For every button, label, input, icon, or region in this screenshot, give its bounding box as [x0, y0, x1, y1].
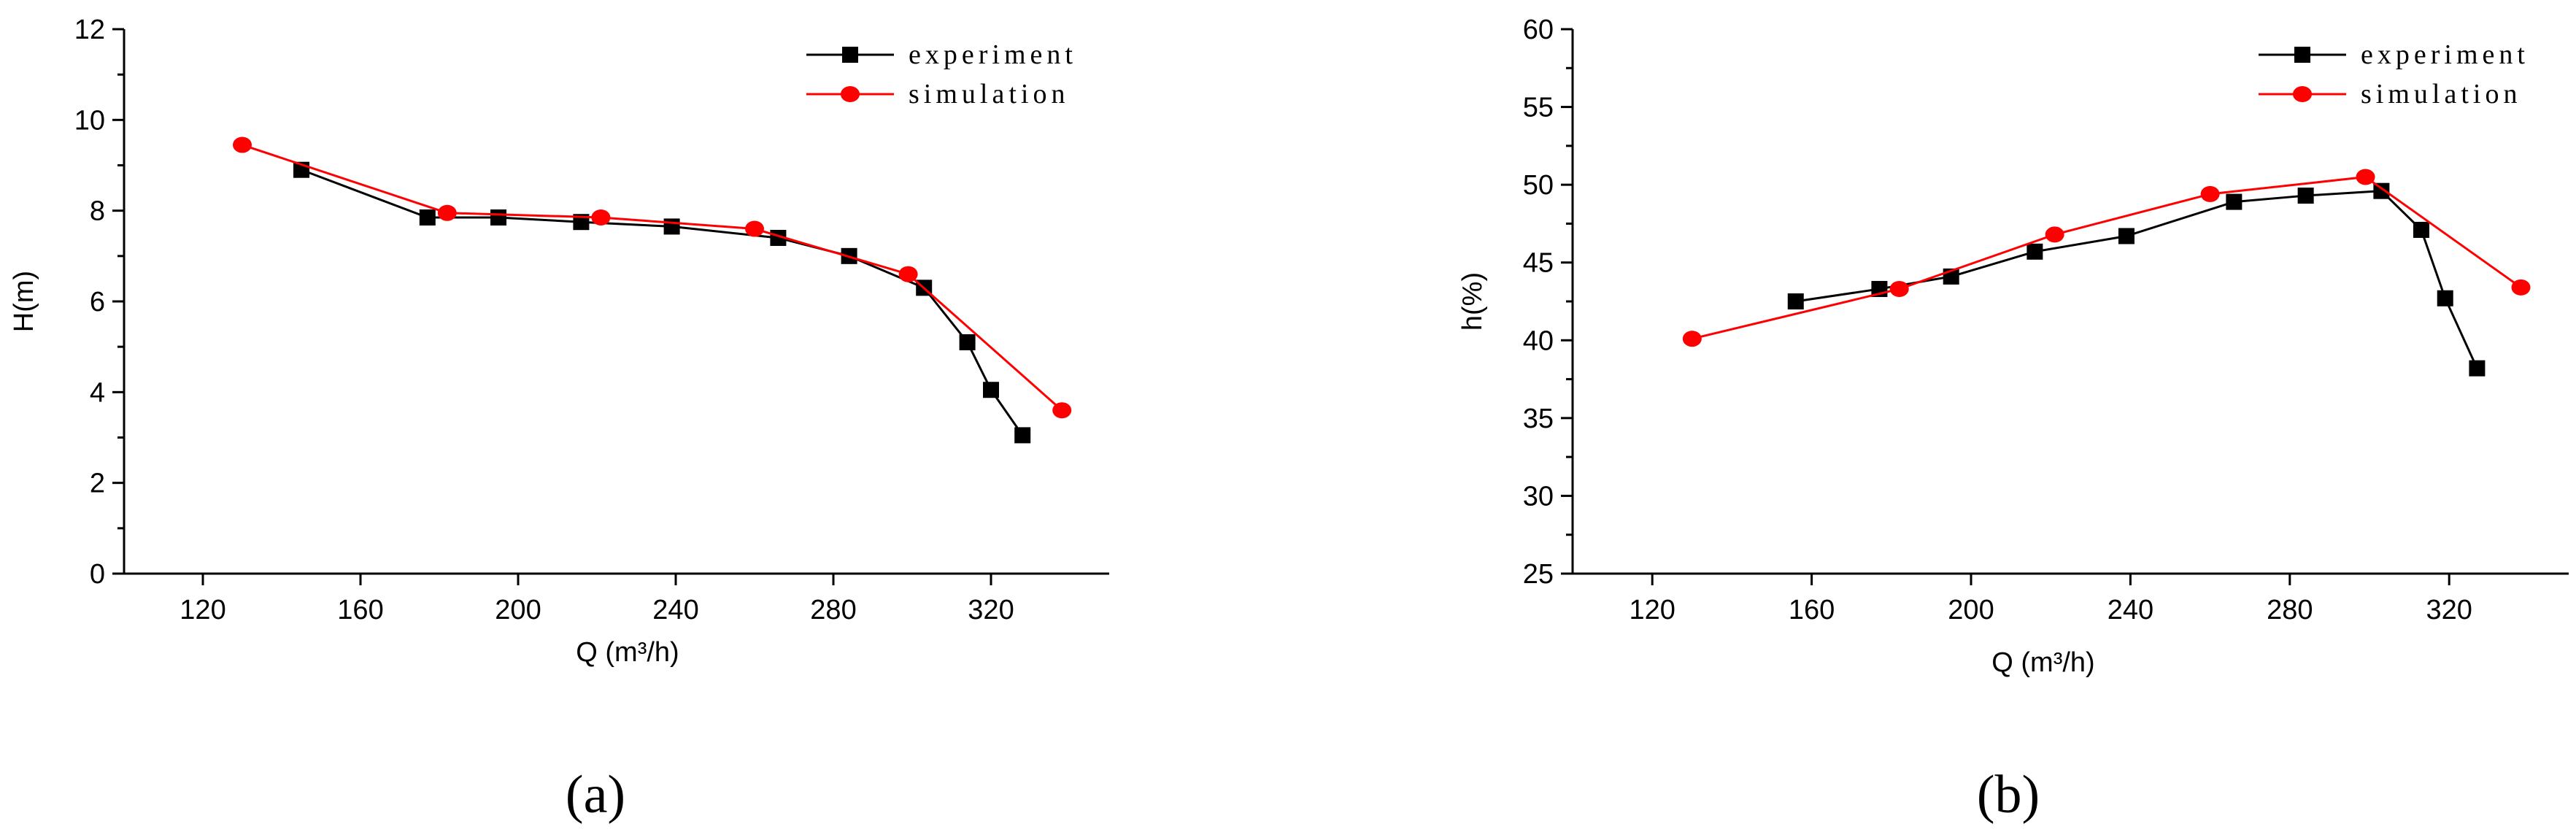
y-tick-label: 10 [74, 105, 105, 136]
data-point-simulation [437, 204, 457, 221]
x-tick-label: 160 [337, 595, 383, 625]
data-point-experiment [2373, 182, 2390, 199]
legend-label-simulation: simulation [909, 79, 1069, 109]
data-point-simulation [591, 209, 611, 226]
y-axis-title: h(%) [1457, 272, 1488, 331]
x-tick-label: 240 [652, 595, 698, 625]
legend-label-experiment: experiment [2361, 39, 2529, 70]
data-point-experiment [959, 334, 976, 350]
legend-marker-experiment [842, 47, 858, 63]
data-point-simulation [2200, 185, 2220, 202]
data-point-simulation [1052, 402, 1072, 419]
data-point-simulation [898, 266, 918, 282]
panel-label-b: (b) [1977, 765, 2040, 825]
y-tick-label: 40 [1523, 325, 1554, 356]
y-tick-label: 12 [74, 15, 105, 45]
x-axis-title: Q (m³/h) [1991, 647, 2094, 678]
x-tick-label: 280 [810, 595, 856, 625]
y-tick-label: 8 [90, 196, 105, 227]
data-point-simulation [1889, 280, 1909, 297]
x-tick-label: 320 [968, 595, 1014, 625]
chart-panel-a: 0 2 4 6 8 10 12 120 160 200 240 280 320 Q (m³/h) H(m) e… [9, 15, 1109, 668]
legend-label-simulation: simulation [2361, 79, 2521, 109]
series-line-simulation [242, 144, 1063, 412]
data-point-simulation [2045, 226, 2064, 243]
data-point-experiment [983, 382, 999, 398]
data-point-simulation [233, 136, 252, 153]
y-tick-label: 45 [1523, 248, 1554, 279]
data-point-experiment [490, 209, 506, 226]
x-tick-label: 280 [2267, 595, 2313, 625]
data-point-simulation [2511, 279, 2531, 296]
data-point-simulation [2356, 169, 2375, 185]
data-point-experiment [2413, 221, 2429, 238]
y-tick-label: 6 [90, 287, 105, 317]
data-point-experiment [1787, 293, 1804, 309]
y-tick-label: 0 [90, 559, 105, 590]
y-tick-label: 4 [90, 377, 105, 408]
legend-label-experiment: experiment [909, 39, 1077, 70]
data-point-simulation [1682, 331, 1702, 347]
legend-marker-experiment [2294, 47, 2310, 63]
x-tick-label: 120 [180, 595, 225, 625]
x-tick-label: 240 [2108, 595, 2153, 625]
x-axis-title: Q (m³/h) [576, 637, 679, 668]
data-point-experiment [2027, 243, 2043, 260]
x-tick-label: 320 [2426, 595, 2472, 625]
series-line-experiment [301, 169, 1024, 436]
y-tick-label: 2 [90, 469, 105, 499]
y-tick-label: 60 [1523, 15, 1554, 45]
data-point-experiment [2226, 193, 2243, 210]
x-tick-label: 200 [1948, 595, 1994, 625]
series-line-simulation [1692, 175, 2522, 340]
data-point-experiment [2118, 228, 2135, 244]
data-point-experiment [1014, 427, 1031, 444]
data-point-experiment [2437, 290, 2453, 307]
y-tick-label: 55 [1523, 93, 1554, 123]
y-tick-label: 30 [1523, 481, 1554, 512]
y-tick-label: 35 [1523, 404, 1554, 434]
data-point-experiment [2297, 188, 2314, 204]
data-point-experiment [2469, 360, 2486, 377]
data-point-experiment [419, 209, 436, 226]
chart-panel-b: 25 30 35 40 45 50 55 60 120 160 200 240 280 320 Q (m³/… [1457, 15, 2569, 678]
legend-marker-simulation [841, 86, 860, 102]
data-point-experiment [663, 218, 680, 235]
panel-label-a: (a) [566, 765, 625, 825]
x-tick-label: 200 [495, 595, 541, 625]
y-axis-title: H(m) [9, 271, 39, 332]
series-line-experiment [1795, 190, 2478, 369]
y-tick-label: 50 [1523, 170, 1554, 201]
legend-marker-simulation [2293, 86, 2312, 102]
y-tick-label: 25 [1523, 559, 1554, 590]
x-tick-label: 120 [1629, 595, 1675, 625]
data-point-simulation [745, 220, 764, 237]
x-tick-label: 160 [1789, 595, 1835, 625]
